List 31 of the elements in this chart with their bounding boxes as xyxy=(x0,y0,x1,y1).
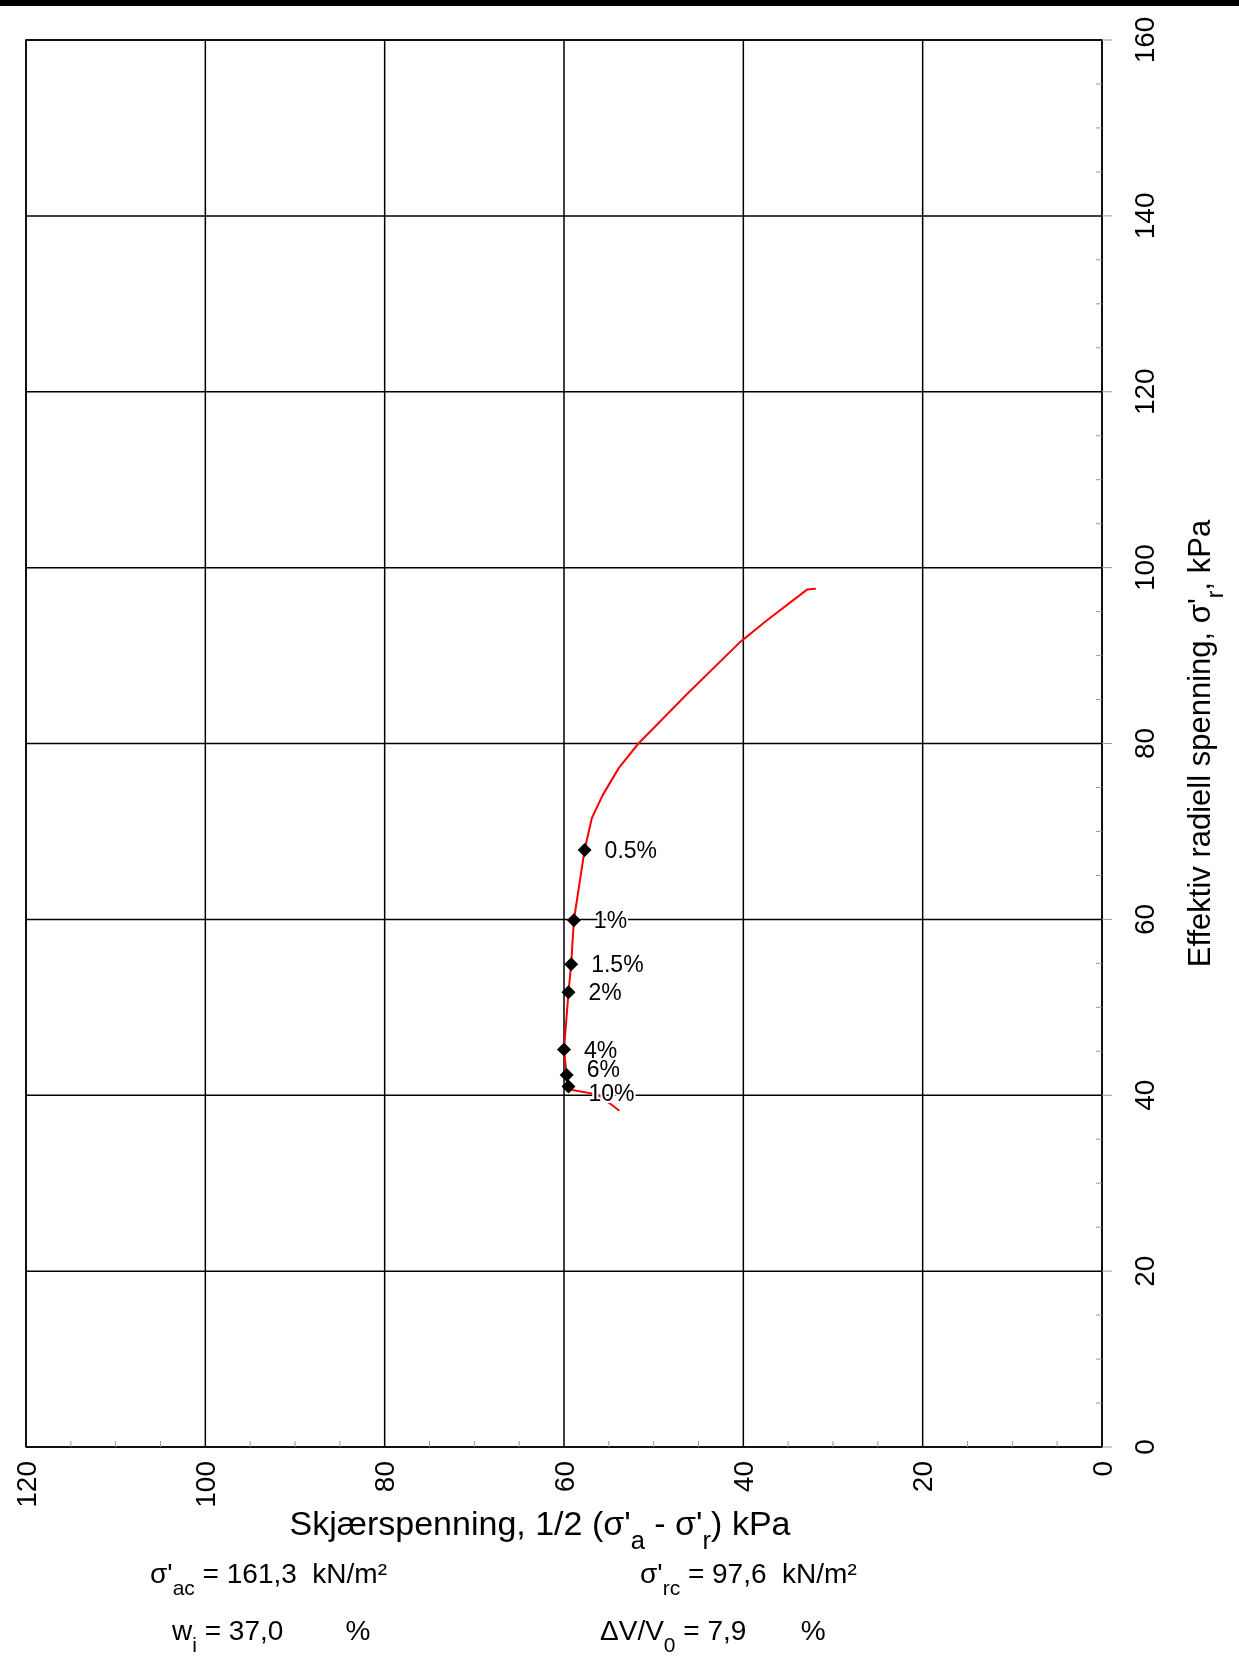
point xyxy=(559,1068,574,1083)
y-tick-label: 60 xyxy=(1128,903,1160,935)
point xyxy=(561,985,576,1000)
point xyxy=(561,1079,576,1094)
x-tick-label: 80 xyxy=(369,1461,401,1493)
x-tick-label: 40 xyxy=(727,1461,759,1493)
x-axis-title: Skjærspenning, 1/2 (σ'$_{a}$ - σ'$_{r}$) kPa xyxy=(289,1504,791,1554)
annotation: 1.5% xyxy=(591,951,644,978)
x-tick-label: 100 xyxy=(189,1461,221,1508)
annotation: 0.5% xyxy=(604,836,658,863)
y-tick-label: 40 xyxy=(1128,1079,1160,1111)
x-tick-label: 120 xyxy=(10,1461,42,1508)
text: w$_{i}$ = 37,0 % xyxy=(171,1615,371,1656)
y-tick-label: 80 xyxy=(1128,727,1160,760)
point xyxy=(566,913,581,928)
x-tick-label: 20 xyxy=(907,1461,939,1493)
y-tick-label: 140 xyxy=(1128,192,1160,240)
y-tick-label: 20 xyxy=(1128,1255,1160,1287)
point xyxy=(557,1042,571,1057)
point xyxy=(577,842,592,857)
text: σ'$_{rc}$ = 97,6 kN/m² xyxy=(640,1558,857,1599)
text: ΔV/V$_{0}$ = 7,9 % xyxy=(600,1615,826,1656)
annotation: 2% xyxy=(588,979,622,1006)
y-tick-label: 0 xyxy=(1128,1439,1160,1455)
y-tick-label: 100 xyxy=(1128,544,1160,591)
point xyxy=(564,957,579,972)
text: σ'$_{ac}$ = 161,3 kN/m² xyxy=(150,1558,388,1599)
x-tick-label: 0 xyxy=(1086,1461,1118,1477)
x-tick-label: 60 xyxy=(548,1461,580,1493)
y-tick-label: 160 xyxy=(1128,16,1160,64)
y-tick-label: 120 xyxy=(1128,368,1160,416)
